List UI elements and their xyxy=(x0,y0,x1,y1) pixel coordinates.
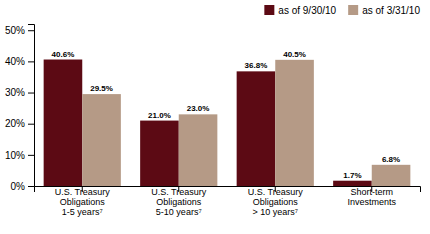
data-label: 40.6% xyxy=(52,50,75,59)
y-tick-label: 50% xyxy=(5,25,25,36)
x-tick: U.S. TreasuryObligations1-5 years⁷ xyxy=(55,186,111,217)
x-tick: U.S. TreasuryObligations> 10 years⁷ xyxy=(248,186,304,217)
y-tick-mark xyxy=(28,30,34,31)
x-tick: Short-termInvestments xyxy=(347,186,396,207)
legend-item: as of 3/31/10 xyxy=(348,5,420,16)
x-tick-label: Short-termInvestments xyxy=(347,187,396,207)
y-tick-mark xyxy=(28,124,34,125)
data-label: 36.8% xyxy=(245,61,268,70)
y-tick: 40% xyxy=(5,56,34,67)
y-tick-mark xyxy=(28,155,34,156)
x-tick-label-line: > 10 years⁷ xyxy=(252,207,298,217)
x-tick-label-line: Obligations xyxy=(156,197,202,207)
data-labels: 40.6% 21.0% 36.8% 1.7% 29.5% 23.0% 40.5% 6.8% xyxy=(52,50,401,180)
y-axis-line xyxy=(28,25,35,187)
y-tick: 20% xyxy=(5,118,34,129)
x-tick-label-line: 1-5 years⁷ xyxy=(62,207,103,217)
bar xyxy=(333,181,372,186)
data-label: 23.0% xyxy=(187,104,210,113)
x-tick-label: U.S. TreasuryObligations1-5 years⁷ xyxy=(55,187,111,217)
bar xyxy=(82,94,121,186)
y-tick: 30% xyxy=(5,87,34,98)
data-label: 6.8% xyxy=(382,155,400,164)
x-tick-label-line: Obligations xyxy=(253,197,299,207)
bar xyxy=(140,121,179,186)
x-tick-label-line: U.S. Treasury xyxy=(55,187,111,197)
x-tick-label-line: Investments xyxy=(347,197,396,207)
x-tick-label-line: Obligations xyxy=(60,197,106,207)
legend-swatch xyxy=(264,5,274,15)
y-tick-label: 40% xyxy=(5,56,25,67)
legend-swatch xyxy=(348,5,358,15)
x-tick: U.S. TreasuryObligations5-10 years⁷ xyxy=(151,186,207,217)
plot: 0%10%20%30%40%50%U.S. TreasuryObligation… xyxy=(5,25,421,217)
x-tick-label: U.S. TreasuryObligations> 10 years⁷ xyxy=(248,187,304,217)
legend: as of 9/30/10 as of 3/31/10 xyxy=(264,5,420,16)
y-tick: 50% xyxy=(5,25,34,36)
bar xyxy=(237,71,276,186)
bar xyxy=(275,60,314,186)
y-tick: 0% xyxy=(11,181,34,192)
y-tick-mark xyxy=(28,61,34,62)
y-tick-label: 30% xyxy=(5,87,25,98)
x-tick-label: U.S. TreasuryObligations5-10 years⁷ xyxy=(151,187,207,217)
x-tick-label-line: U.S. Treasury xyxy=(151,187,207,197)
y-tick: 10% xyxy=(5,150,34,161)
x-axis: U.S. TreasuryObligations1-5 years⁷U.S. T… xyxy=(35,186,421,217)
data-label: 40.5% xyxy=(283,50,306,59)
data-label: 21.0% xyxy=(148,111,171,120)
bars xyxy=(44,60,411,186)
bar xyxy=(179,114,218,186)
y-tick-label: 10% xyxy=(5,150,25,161)
bar xyxy=(44,60,83,186)
data-label: 29.5% xyxy=(90,84,113,93)
legend-label: as of 3/31/10 xyxy=(362,5,420,16)
data-label: 1.7% xyxy=(343,171,361,180)
legend-item: as of 9/30/10 xyxy=(264,5,336,16)
y-tick-mark xyxy=(28,186,34,187)
y-tick-mark xyxy=(28,93,34,94)
chart: 0%10%20%30%40%50%U.S. TreasuryObligation… xyxy=(0,0,430,234)
legend-label: as of 9/30/10 xyxy=(278,5,336,16)
x-tick-label-line: Short-term xyxy=(350,187,393,197)
x-tick-label-line: 5-10 years⁷ xyxy=(156,207,202,217)
bar xyxy=(372,165,411,186)
y-axis: 0% 10% 20% 30% 40% 50% xyxy=(5,25,35,192)
y-tick-label: 20% xyxy=(5,118,25,129)
y-tick-label: 0% xyxy=(11,181,26,192)
x-tick-label-line: U.S. Treasury xyxy=(248,187,304,197)
